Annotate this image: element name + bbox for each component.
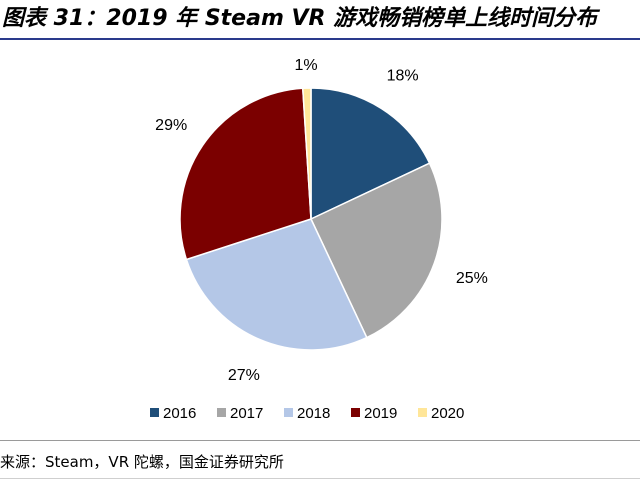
- chart-area: 18% 25% 27% 29% 1% 2016 2017 2018 2019 2020: [0, 44, 640, 436]
- pie-slice-2018: [185, 218, 368, 351]
- chart-legend: 2016 2017 2018 2019 2020: [150, 405, 464, 422]
- legend-label-2019: 2019: [364, 405, 397, 422]
- legend-item-2019: 2019: [351, 405, 397, 422]
- legend-swatch-2017: [217, 408, 226, 417]
- legend-label-2020: 2020: [431, 405, 464, 422]
- legend-label-2018: 2018: [297, 405, 330, 422]
- source-divider: [0, 440, 640, 441]
- legend-label-2017: 2017: [230, 405, 263, 422]
- figure-title: 图表 31：2019 年 Steam VR 游戏畅销榜单上线时间分布: [2, 6, 598, 31]
- footer-divider: [0, 478, 640, 479]
- legend-swatch-2020: [418, 408, 427, 417]
- data-label-2019: 29%: [155, 117, 187, 134]
- pie-slice-2017: [310, 162, 443, 339]
- legend-label-2016: 2016: [163, 405, 196, 422]
- data-label-2020: 1%: [295, 57, 318, 74]
- pie-slice-2016: [310, 87, 431, 221]
- pie-slices: [179, 87, 443, 351]
- title-divider: [0, 38, 640, 40]
- legend-swatch-2019: [351, 408, 360, 417]
- data-label-2017: 25%: [456, 270, 488, 287]
- pie-data-labels: 18% 25% 27% 29% 1%: [155, 57, 488, 384]
- data-label-2016: 18%: [387, 68, 419, 85]
- legend-item-2018: 2018: [284, 405, 330, 422]
- legend-swatch-2016: [150, 408, 159, 417]
- legend-swatch-2018: [284, 408, 293, 417]
- source-note: 来源：Steam，VR 陀螺，国金证券研究所: [0, 453, 284, 471]
- pie-slice-2019: [179, 87, 312, 261]
- legend-item-2020: 2020: [418, 405, 464, 422]
- legend-item-2016: 2016: [150, 405, 196, 422]
- data-label-2018: 27%: [228, 367, 260, 384]
- pie-slice-2020: [301, 87, 312, 220]
- pie-chart: 18% 25% 27% 29% 1% 2016 2017 2018 2019 2020: [150, 57, 488, 422]
- legend-item-2017: 2017: [217, 405, 263, 422]
